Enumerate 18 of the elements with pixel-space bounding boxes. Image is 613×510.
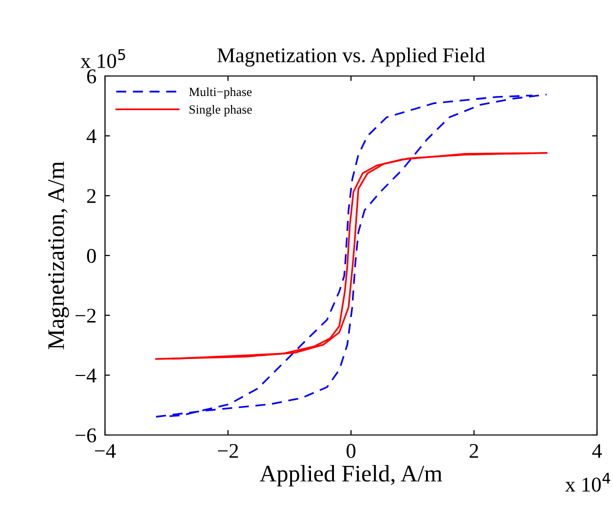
y-tick-label: 2 xyxy=(87,189,96,203)
text: x 10$^{5}$ xyxy=(80,49,126,68)
y-tick-label: 4 xyxy=(86,129,96,144)
x-axis-title: Applied Field, A/m xyxy=(260,465,442,486)
y-tick-label: 0 xyxy=(87,248,96,263)
x-tick-label: −2 xyxy=(218,444,238,458)
y-tick-label: −2 xyxy=(76,308,96,323)
legend-label: Single phase xyxy=(190,104,252,116)
y-tick-label: −6 xyxy=(76,428,96,442)
chart-title: Magnetization vs. Applied Field xyxy=(217,48,485,67)
x-tick-label: 2 xyxy=(470,444,478,458)
legend-label: Multi−phase xyxy=(189,87,252,99)
x-tick-label: 4 xyxy=(592,444,602,458)
y-tick-label: 6 xyxy=(87,69,96,84)
y-axis-title: Magnetization, A/m xyxy=(48,161,69,350)
x-tick-label: 0 xyxy=(346,444,356,458)
text: x 10$^{4}$ xyxy=(565,472,610,492)
y-tick-label: −4 xyxy=(76,368,96,382)
